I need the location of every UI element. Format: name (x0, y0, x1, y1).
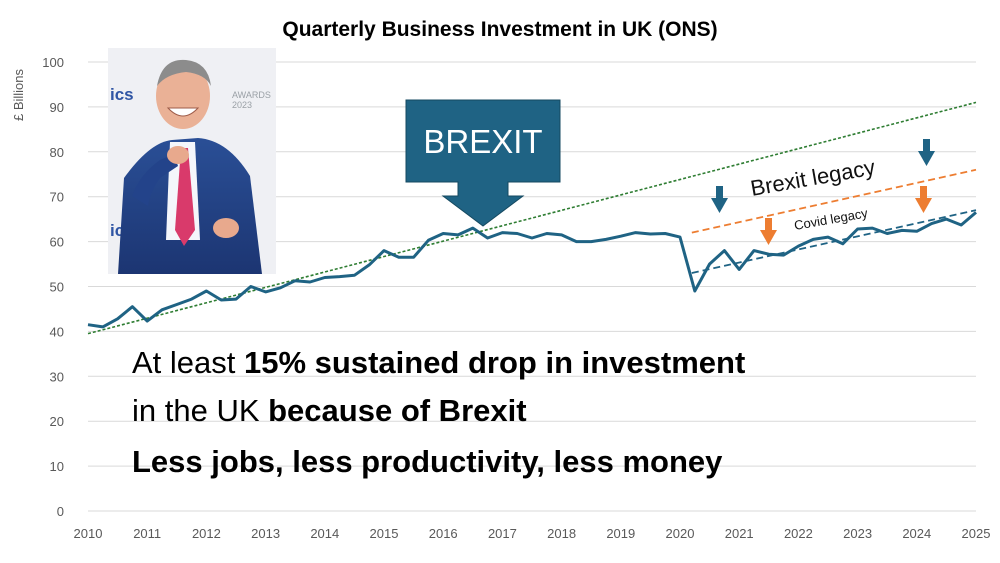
trend-line-1 (87, 101, 977, 335)
x-tick-label: 2022 (784, 526, 813, 541)
blue-arrow-right (918, 139, 935, 166)
y-tick-label: 60 (50, 235, 64, 250)
x-tick-label: 2014 (310, 526, 339, 541)
y-axis-ticks: 0 10 20 30 40 50 60 70 80 90 100 (42, 55, 64, 519)
x-tick-label: 2016 (429, 526, 458, 541)
person-hand (167, 146, 189, 164)
y-tick-label: 50 (50, 280, 64, 295)
x-tick-label: 2021 (725, 526, 754, 541)
photo-sign-fragment-top: ics (110, 85, 134, 104)
y-axis-label: £ Billions (11, 68, 26, 121)
photo-sign-awards: AWARDS (232, 90, 271, 100)
y-tick-label: 30 (50, 369, 64, 384)
x-tick-label: 2012 (192, 526, 221, 541)
x-tick-label: 2024 (902, 526, 931, 541)
x-tick-label: 2017 (488, 526, 517, 541)
person-tie (175, 148, 195, 246)
brexit-label: BREXIT (423, 123, 542, 160)
headline-line-2: in the UK because of Brexit (132, 393, 527, 428)
x-tick-label: 2013 (251, 526, 280, 541)
orange-arrow-right (915, 186, 932, 213)
x-axis-ticks: 2010 2011 2012 2013 2014 2015 2016 2017 2018 2019… (74, 526, 991, 541)
x-tick-label: 2019 (606, 526, 635, 541)
trend-lines (87, 101, 977, 335)
photo-sign-year: 2023 (232, 100, 252, 110)
x-tick-label: 2018 (547, 526, 576, 541)
x-tick-label: 2020 (666, 526, 695, 541)
x-tick-label: 2010 (74, 526, 103, 541)
x-tick-label: 2011 (133, 526, 161, 541)
trend-line-3 (691, 209, 977, 274)
blue-arrow-left (711, 186, 728, 213)
person-hand-2 (213, 218, 239, 238)
y-tick-label: 80 (50, 145, 64, 160)
series-layer (87, 211, 977, 329)
person-head (156, 63, 210, 129)
person-arm (132, 154, 178, 206)
x-tick-label: 2025 (962, 526, 991, 541)
y-tick-label: 0 (57, 504, 64, 519)
brexit-callout: BREXIT (405, 99, 561, 227)
y-tick-label: 100 (42, 55, 64, 70)
x-tick-label: 2015 (370, 526, 399, 541)
brexit-legacy-label: Brexit legacy (749, 154, 877, 200)
x-tick-label: 2023 (843, 526, 872, 541)
chart-title: Quarterly Business Investment in UK (ONS… (282, 18, 717, 41)
orange-arrow-left (760, 218, 777, 245)
trend-line-2 (691, 168, 977, 234)
y-tick-label: 10 (50, 459, 64, 474)
y-tick-label: 20 (50, 414, 64, 429)
headline-line-3: Less jobs, less productivity, less money (132, 444, 723, 479)
photo: ics ics AWARDS 2023 (108, 48, 276, 274)
person-hair (157, 59, 211, 86)
y-tick-label: 70 (50, 190, 64, 205)
y-tick-label: 90 (50, 100, 64, 115)
person-smile (166, 107, 200, 117)
y-tick-label: 40 (50, 324, 64, 339)
headline-line-1: At least 15% sustained drop in investmen… (132, 345, 745, 380)
